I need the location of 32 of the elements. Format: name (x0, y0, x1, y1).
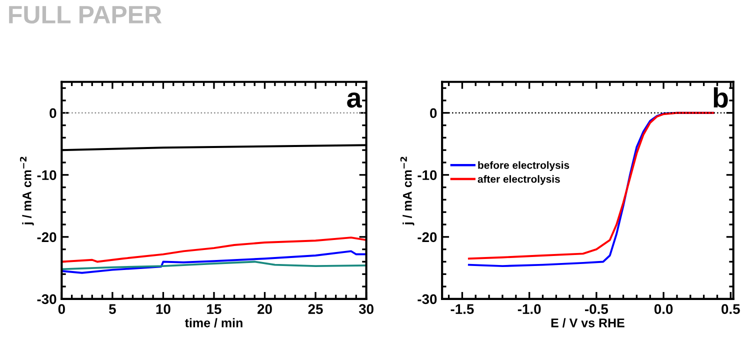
x-axis-title: time / min (184, 318, 242, 328)
y-tick-label: 0 (430, 108, 437, 118)
y-tick-label: -10 (37, 170, 56, 180)
x-tick-label: 15 (207, 304, 222, 314)
y-axis-title: j / mA cm$^{−2}$ (20, 156, 34, 226)
x-axis-title: E / V vs RHE (551, 318, 624, 328)
x-tick-label: 0.0 (654, 304, 673, 314)
x-tick-label: -1.5 (450, 304, 474, 314)
x-tick-label: -1.0 (518, 304, 541, 314)
x-tick-label: 5 (109, 304, 116, 314)
x-tick-label: 25 (308, 304, 323, 314)
x-tick-label: -0.5 (585, 304, 608, 314)
y-tick-label: -30 (418, 294, 437, 304)
text: FULL PAPER (9, 6, 162, 24)
legend-label: after electrolysis (478, 175, 560, 185)
line-series (62, 260, 366, 270)
line-series (62, 236, 366, 263)
x-tick-label: 20 (258, 304, 272, 314)
y-tick-label: -20 (418, 232, 437, 242)
y-tick-label: -30 (37, 294, 56, 304)
line-series (62, 250, 366, 274)
x-tick-label: 10 (156, 304, 170, 314)
y-tick-label: 0 (50, 108, 56, 118)
y-axis-title: j / mA cm$^{−2}$ (400, 156, 414, 226)
annotation: a (347, 92, 362, 108)
x-tick-label: 0.5 (722, 304, 740, 314)
legend-label: before electrolysis (478, 161, 570, 171)
y-tick-label: -20 (37, 232, 56, 242)
y-tick-label: -10 (418, 170, 437, 180)
annotation: b (714, 87, 728, 108)
x-tick-label: 30 (358, 304, 374, 314)
x-tick-label: 0 (58, 304, 65, 314)
